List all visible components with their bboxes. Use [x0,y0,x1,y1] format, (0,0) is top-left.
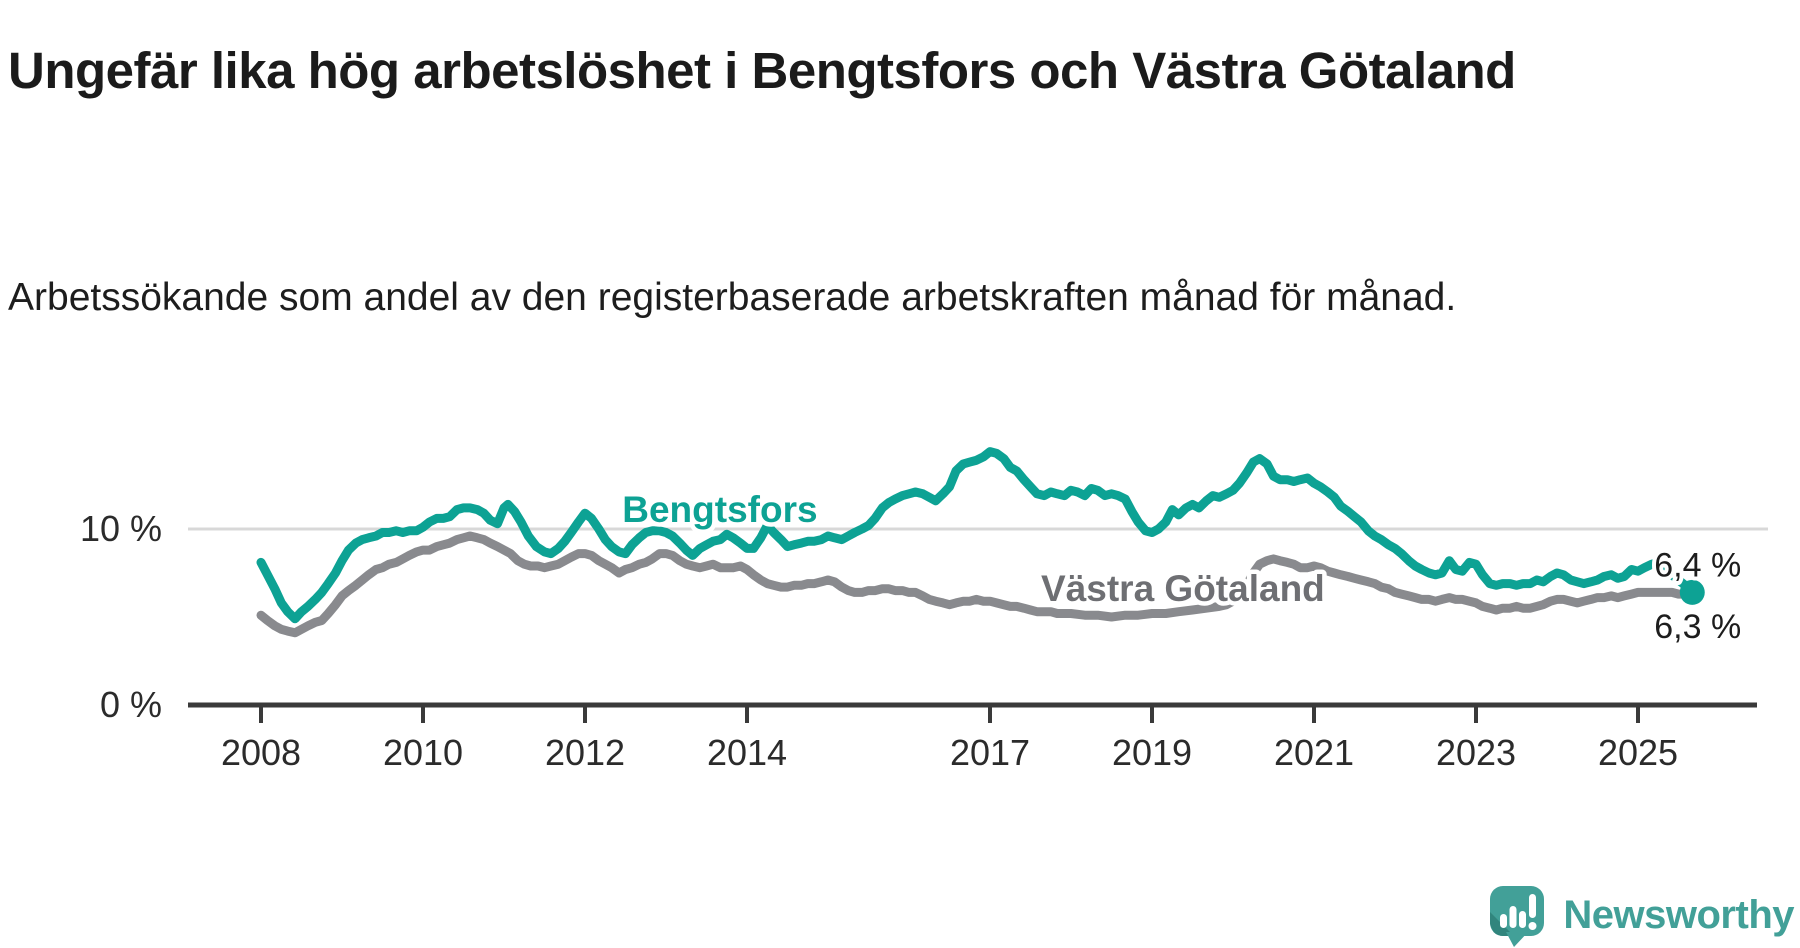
y-axis-label-10: 10 % [80,508,162,549]
x-tick-label-2008: 2008 [221,732,301,773]
end-value-label-bengtsfors: 6,4 % [1654,546,1741,584]
page-title: Ungefär lika hög arbetslöshet i Bengtsfo… [8,42,1516,100]
logo-bar-2 [1509,906,1517,928]
x-tick-label-2025: 2025 [1598,732,1678,773]
y-axis-label-0: 0 % [100,684,162,725]
series-label-bengtsfors: Bengtsfors [622,489,817,530]
x-tick-label-2010: 2010 [383,732,463,773]
x-tick-label-2017: 2017 [950,732,1030,773]
x-tick-label-2023: 2023 [1436,732,1516,773]
logo-bar-1 [1500,914,1508,928]
series-line-bengtsfors [256,447,1697,624]
logo-exclamation-dot [1528,922,1537,930]
page-subtitle: Arbetssökande som andel av den registerb… [8,276,1457,319]
newsworthy-logo-icon [1490,886,1545,947]
x-tick-label-2012: 2012 [545,732,625,773]
logo-exclamation-bar [1529,894,1537,918]
series-line-vastra-gotaland [256,531,1697,638]
end-value-label-vastra-gotaland: 6,3 % [1654,608,1741,646]
x-tick-label-2021: 2021 [1274,732,1354,773]
brand-footer: Newsworthy [1488,882,1794,948]
series-end-dot-bengtsfors [1679,579,1705,605]
x-tick-label-2014: 2014 [707,732,787,773]
brand-name: Newsworthy [1563,892,1794,937]
x-tick-label-2019: 2019 [1112,732,1192,773]
logo-bubble-tail [1506,932,1529,947]
series-label-vastra-gotaland: Västra Götaland [1041,568,1325,609]
logo-bar-3 [1519,911,1527,928]
